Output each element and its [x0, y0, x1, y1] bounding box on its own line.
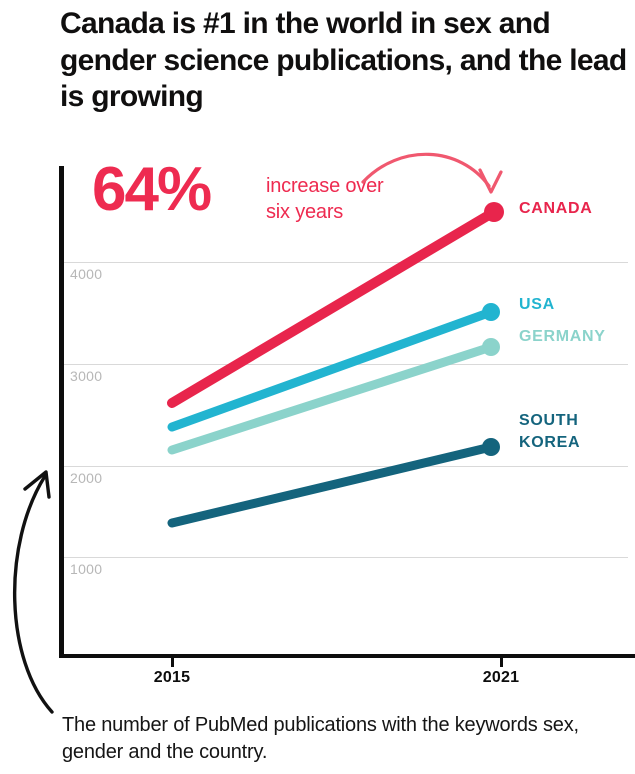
series-lines: [167, 202, 504, 528]
series-label-canada: CANADA: [519, 200, 593, 217]
x-axis-line: [59, 654, 635, 658]
x-tick-mark-2021: [500, 657, 503, 667]
gridline-1000: [62, 557, 628, 558]
gridline-4000: [62, 262, 628, 263]
callout-description: increase over six years: [266, 173, 384, 226]
page-title: Canada is #1 in the world in sex and gen…: [60, 7, 627, 114]
y-axis-line: [59, 166, 64, 658]
series-germany: [167, 338, 500, 455]
chart-caption: The number of PubMed publications with t…: [62, 714, 579, 763]
callout-percentage: 64%: [92, 155, 212, 224]
y-tick-label-1000: 1000: [70, 561, 103, 577]
callout-line1: increase over: [266, 175, 384, 197]
chart-plot-area: 4000 3000 2000 1000 2015 2021 CANADA US: [59, 166, 635, 686]
gridline-2000: [62, 466, 628, 467]
x-tick-label-2015: 2015: [153, 669, 191, 686]
series-canada: [167, 202, 504, 408]
y-tick-label-3000: 3000: [70, 368, 103, 384]
series-label-usa: USA: [519, 296, 555, 313]
x-tick-label-2021: 2021: [482, 669, 520, 686]
callout-line2: six years: [266, 201, 344, 224]
x-tick-mark-2015: [171, 657, 174, 667]
series-label-south-korea-line2: KOREA: [519, 434, 581, 451]
y-tick-label-2000: 2000: [70, 470, 103, 486]
series-label-germany: GERMANY: [519, 328, 606, 345]
series-usa: [167, 303, 500, 432]
series-south-korea: [167, 438, 500, 528]
y-tick-label-4000: 4000: [70, 266, 103, 282]
series-label-south-korea-line1: SOUTH: [519, 412, 579, 429]
